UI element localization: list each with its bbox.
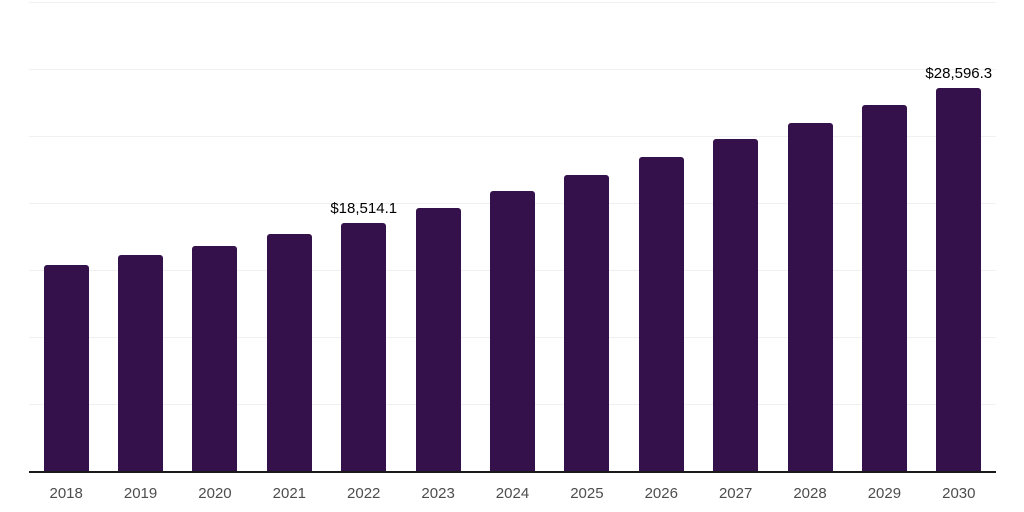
x-tick-label-2023: 2023 bbox=[421, 485, 455, 502]
x-tick-label-2025: 2025 bbox=[570, 485, 604, 502]
x-tick-label-2018: 2018 bbox=[49, 485, 83, 502]
x-tick-label-2026: 2026 bbox=[644, 485, 678, 502]
x-tick-label-2024: 2024 bbox=[495, 485, 530, 502]
bar-2020 bbox=[192, 245, 238, 471]
bar-2029 bbox=[861, 104, 907, 471]
bar-2026 bbox=[638, 157, 684, 471]
bar-2022 bbox=[341, 222, 387, 471]
bar-2030 bbox=[936, 87, 982, 471]
bar-2028 bbox=[787, 122, 833, 471]
bar-2024 bbox=[490, 190, 535, 471]
x-tick-label-2020: 2020 bbox=[198, 485, 232, 502]
data-label-2030: $28,596.3 bbox=[925, 64, 993, 82]
data-label-2022: $18,514.1 bbox=[330, 199, 398, 217]
bar-2027 bbox=[713, 138, 759, 471]
x-tick-label-2029: 2029 bbox=[867, 485, 902, 502]
bar-2025 bbox=[564, 174, 610, 471]
gridline bbox=[29, 69, 996, 70]
gridline bbox=[29, 136, 996, 137]
bar-2021 bbox=[266, 234, 312, 471]
x-tick-label-2019: 2019 bbox=[123, 485, 158, 502]
bar-2019 bbox=[118, 254, 164, 471]
x-tick-label-2030: 2030 bbox=[942, 485, 976, 502]
bar-2018 bbox=[43, 265, 89, 471]
x-tick-label-2027: 2027 bbox=[718, 485, 753, 502]
x-tick-label-2022: 2022 bbox=[347, 485, 381, 502]
x-tick-label-2028: 2028 bbox=[793, 485, 827, 502]
x-axis-line bbox=[29, 471, 996, 473]
gridline bbox=[29, 2, 996, 3]
bar-2023 bbox=[415, 207, 461, 471]
x-tick-label-2021: 2021 bbox=[272, 485, 307, 502]
